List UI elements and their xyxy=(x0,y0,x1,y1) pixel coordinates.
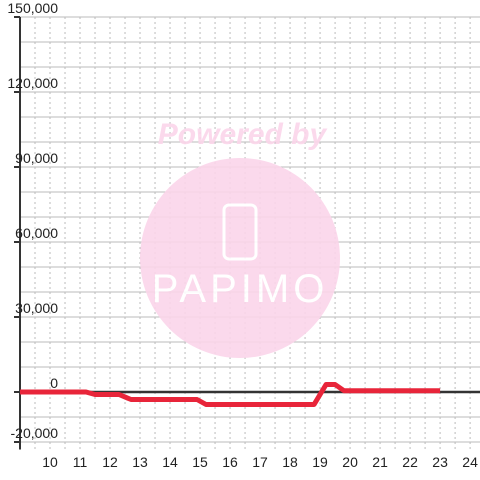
x-tick-label: 20 xyxy=(342,454,358,470)
x-tick-label: 13 xyxy=(132,454,148,470)
y-tick-label: -20,000 xyxy=(11,425,59,441)
x-tick-label: 14 xyxy=(162,454,178,470)
watermark-brand: PAPIMO xyxy=(152,267,329,311)
x-tick-label: 24 xyxy=(462,454,478,470)
y-tick-label: 150,000 xyxy=(7,0,58,16)
x-tick-label: 18 xyxy=(282,454,298,470)
x-tick-label: 16 xyxy=(222,454,238,470)
watermark-phone xyxy=(222,203,258,261)
y-tick-label: 30,000 xyxy=(15,300,58,316)
x-tick-label: 17 xyxy=(252,454,268,470)
x-tick-label: 15 xyxy=(192,454,208,470)
watermark: Powered by PAPIMO xyxy=(140,118,340,358)
data-line xyxy=(20,382,441,407)
x-tick-label: 12 xyxy=(102,454,118,470)
y-tick-label: 60,000 xyxy=(15,225,58,241)
x-tick-label: 21 xyxy=(372,454,388,470)
plot: 150,000 120,000 90,000 60,000 30,000 0 -20,000… xyxy=(7,0,480,470)
x-tick-label: 19 xyxy=(312,454,328,470)
y-tick-label: 90,000 xyxy=(15,150,58,166)
x-tick-label: 11 xyxy=(73,454,88,470)
x-tick-label: 10 xyxy=(42,454,58,470)
y-tick-label: 120,000 xyxy=(7,75,58,91)
y-tick-label: 0 xyxy=(50,375,58,391)
watermark-title: Powered by xyxy=(158,118,328,151)
x-tick-label: 22 xyxy=(402,454,418,470)
x-tick-label: 23 xyxy=(432,454,448,470)
